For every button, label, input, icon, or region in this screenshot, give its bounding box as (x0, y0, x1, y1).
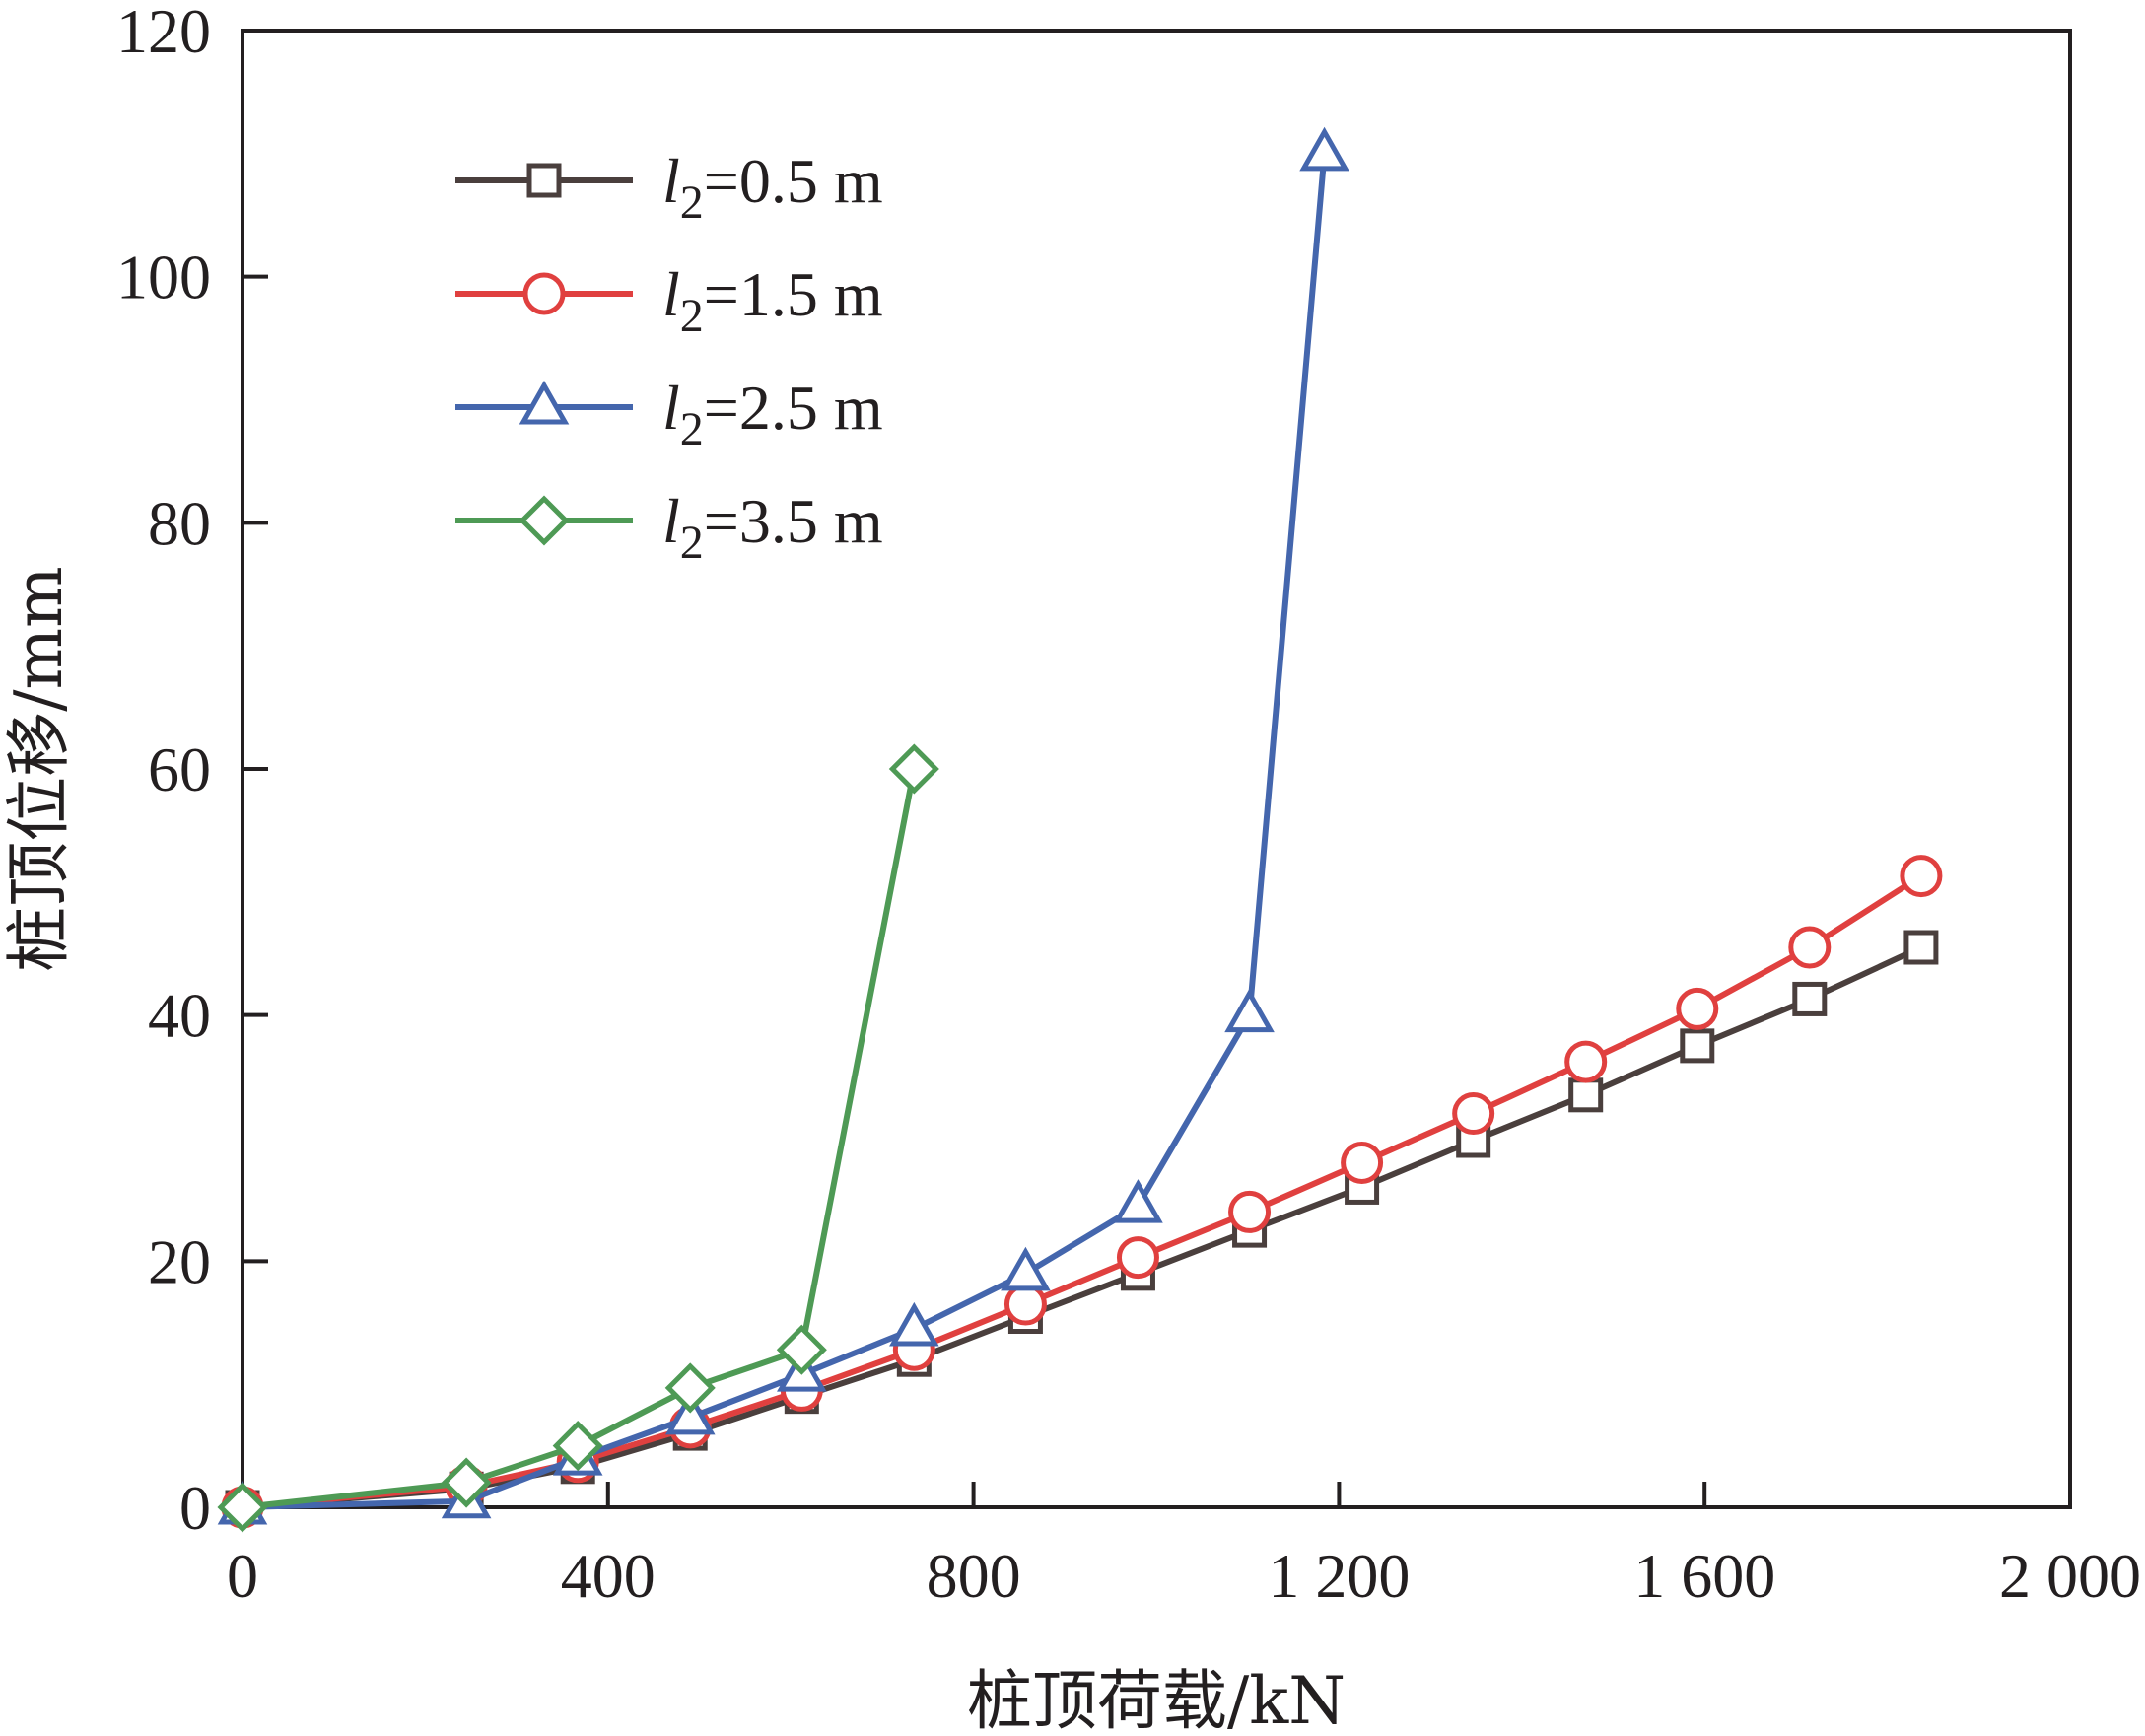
data-point-circle (1452, 1092, 1495, 1136)
data-point-triangle (519, 380, 570, 425)
data-point-circle (1676, 987, 1719, 1030)
legend-label: l2=1.5 m (662, 259, 883, 342)
x-tick-label: 0 (227, 1541, 258, 1611)
legend: l2=0.5 m l2=1.5 m l2=2.5 m l2=3.5 m (455, 146, 883, 569)
x-tick-label: 400 (561, 1541, 656, 1611)
series-line (242, 768, 918, 1510)
y-tick-label: 0 (179, 1473, 211, 1543)
data-point-diamond (776, 1324, 827, 1375)
data-point-circle (522, 272, 566, 315)
y-tick-label: 80 (148, 488, 211, 558)
data-point-triangle (889, 1301, 939, 1347)
series-layer (217, 126, 1943, 1533)
series-line (242, 873, 1923, 1510)
data-point-triangle (1001, 1246, 1051, 1291)
series-diamond (217, 743, 939, 1533)
data-point-triangle (664, 1390, 716, 1435)
data-point-triangle (1224, 988, 1275, 1033)
y-tick-label: 100 (116, 243, 211, 312)
data-point-circle (1116, 1236, 1159, 1280)
legend-label: l2=2.5 m (662, 373, 883, 455)
series-circle (221, 855, 1943, 1529)
data-point-square (1792, 981, 1828, 1016)
y-tick-label: 20 (148, 1226, 211, 1296)
data-point-diamond (888, 743, 939, 795)
axis-ticks: 0 400 800 1 200 1 600 2 000 0 20 40 60 80 100 120 (116, 0, 2141, 1611)
y-tick-label: 60 (148, 734, 211, 804)
legend-label: l2=3.5 m (662, 486, 883, 569)
legend-label: l2=0.5 m (662, 146, 883, 229)
data-point-circle (1900, 855, 1943, 898)
series-triangle (217, 126, 1349, 1525)
x-axis-title: 桩顶荷载/kN (967, 1663, 1346, 1736)
data-point-square (1680, 1028, 1715, 1064)
series-square (225, 930, 1939, 1525)
plot-frame (241, 29, 2072, 1509)
data-point-circle (1003, 1283, 1047, 1326)
legend-item: l2=2.5 m (455, 373, 883, 455)
x-tick-label: 1 600 (1633, 1541, 1775, 1611)
x-tick-label: 800 (927, 1541, 1021, 1611)
y-tick-label: 40 (148, 981, 211, 1051)
data-point-square (526, 163, 562, 198)
series-line (242, 944, 1923, 1510)
data-point-diamond (552, 1421, 603, 1472)
y-tick-label: 120 (116, 0, 211, 66)
data-point-triangle (1299, 126, 1349, 172)
legend-item: l2=1.5 m (455, 259, 883, 342)
legend-item: l2=0.5 m (455, 146, 883, 229)
x-tick-label: 1 200 (1268, 1541, 1410, 1611)
data-point-diamond (217, 1482, 268, 1533)
data-point-diamond (519, 495, 570, 546)
data-point-circle (1788, 926, 1832, 969)
data-point-diamond (441, 1457, 492, 1508)
data-point-circle (1564, 1040, 1608, 1083)
series-line (242, 153, 1328, 1510)
y-axis-title: 桩顶位移/mm (1, 566, 77, 971)
data-point-circle (1341, 1141, 1384, 1184)
x-tick-label: 2 000 (1999, 1541, 2141, 1611)
data-point-circle (1228, 1190, 1272, 1233)
legend-item: l2=3.5 m (455, 486, 883, 569)
data-point-triangle (1113, 1179, 1163, 1223)
data-point-square (1903, 930, 1939, 965)
data-point-diamond (664, 1362, 716, 1414)
data-point-square (1568, 1077, 1604, 1113)
